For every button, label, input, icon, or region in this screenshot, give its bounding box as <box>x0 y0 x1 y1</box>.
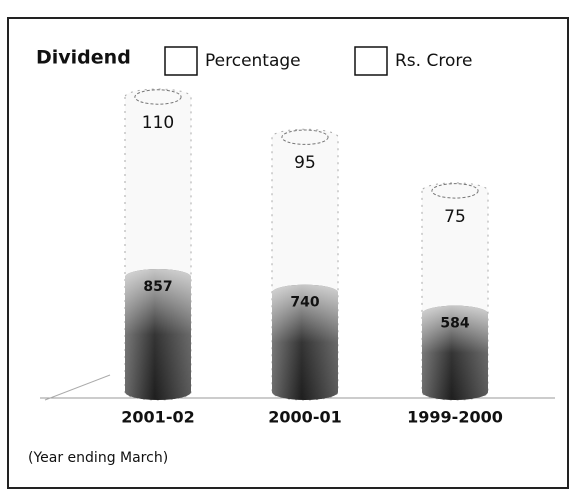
chart-title: Dividend <box>36 47 131 69</box>
value-label: 95 <box>294 153 316 173</box>
value-label: 584 <box>440 316 469 332</box>
cylinder-shade <box>125 269 191 400</box>
floor-edge <box>44 374 111 401</box>
cylinder-shade <box>272 284 338 400</box>
legend-label: Percentage <box>205 51 301 71</box>
cylinder-top <box>431 183 479 199</box>
value-label: 740 <box>290 295 319 311</box>
cylinder-shade <box>422 305 488 400</box>
legend-swatch <box>164 46 198 76</box>
cylinder-top <box>281 129 329 145</box>
value-label: 110 <box>142 113 174 133</box>
value-label: 857 <box>143 279 172 295</box>
footnote: (Year ending March) <box>28 450 168 466</box>
frame <box>7 17 569 489</box>
legend-swatch <box>354 46 388 76</box>
cylinder-top <box>134 89 182 105</box>
legend-label: Rs. Crore <box>395 51 472 71</box>
x-tick-label: 2000-01 <box>268 408 341 427</box>
x-tick-label: 2001-02 <box>121 408 194 427</box>
x-tick-label: 1999-2000 <box>407 408 503 427</box>
value-label: 75 <box>444 207 466 227</box>
